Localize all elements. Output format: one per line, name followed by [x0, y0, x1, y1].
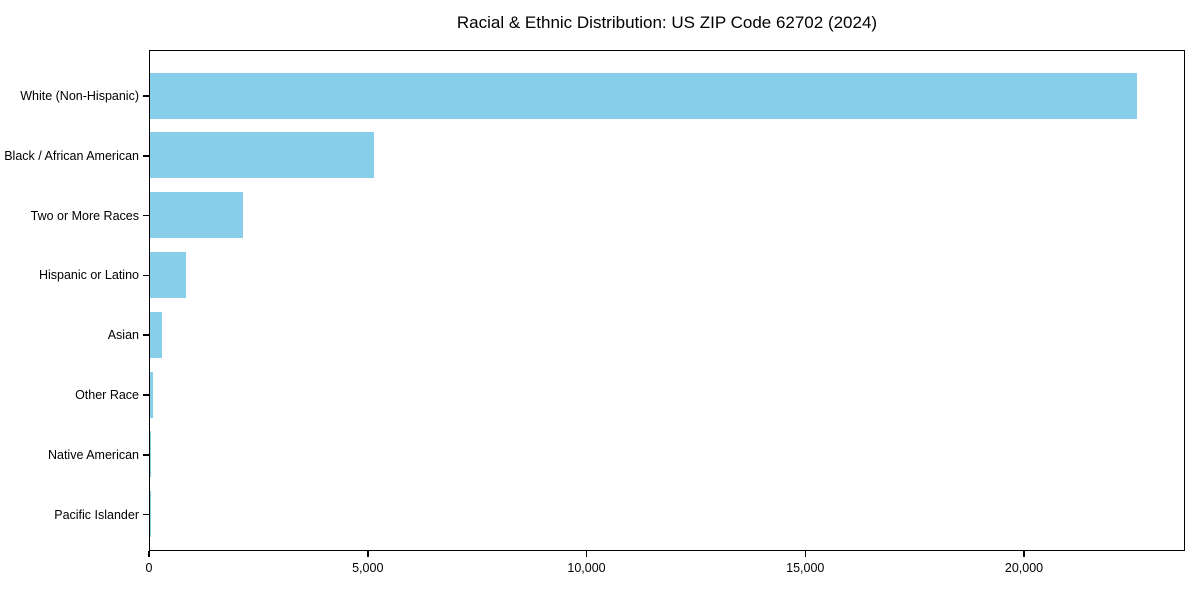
y-axis-label-white-non-hispanic: White (Non-Hispanic)	[20, 89, 139, 103]
y-axis-tick	[143, 394, 149, 396]
bar-native-american	[150, 431, 152, 478]
x-axis-tick-label: 20,000	[1004, 561, 1044, 575]
y-axis-label-hispanic-or-latino: Hispanic or Latino	[38, 268, 139, 283]
x-axis-tick-label: 0	[145, 561, 153, 575]
bar-hispanic-or-latino	[150, 251, 186, 298]
y-axis-tick	[143, 274, 149, 277]
y-axis-label-two-or-more-races: Two or More Races	[30, 208, 139, 223]
x-axis-tick-label: 10,000	[567, 561, 606, 575]
x-axis-tick	[1023, 551, 1025, 557]
y-axis-label-black-african-american: Black / African American	[4, 148, 139, 163]
x-axis-tick	[804, 551, 806, 557]
y-axis-label-native-american: Native American	[47, 447, 139, 462]
y-axis-tick	[143, 454, 149, 456]
chart-title: Racial & Ethnic Distribution: US ZIP Cod…	[456, 13, 878, 32]
x-axis-tick-label: 15,000	[786, 561, 825, 575]
y-axis-label-asian: Asian	[107, 328, 139, 343]
plot-area	[149, 50, 1185, 551]
bar-other-race	[150, 371, 154, 418]
bar-two-or-more-races	[150, 192, 244, 239]
x-axis-tick	[367, 551, 369, 557]
y-axis-label-pacific-islander: Pacific Islander	[54, 507, 139, 522]
x-axis-tick-label: 5,000	[352, 561, 384, 575]
y-axis-tick	[143, 155, 149, 157]
bar-asian	[150, 311, 163, 358]
x-axis-tick	[585, 551, 588, 557]
y-axis-tick	[143, 513, 149, 516]
x-axis-tick	[148, 551, 150, 557]
y-axis-tick	[143, 214, 149, 217]
y-axis-label-other-race: Other Race	[75, 388, 139, 402]
y-axis-tick	[143, 334, 149, 336]
bar-white-non-hispanic	[150, 72, 1137, 119]
y-axis-tick	[143, 95, 149, 97]
bar-black-african-american	[150, 132, 374, 179]
